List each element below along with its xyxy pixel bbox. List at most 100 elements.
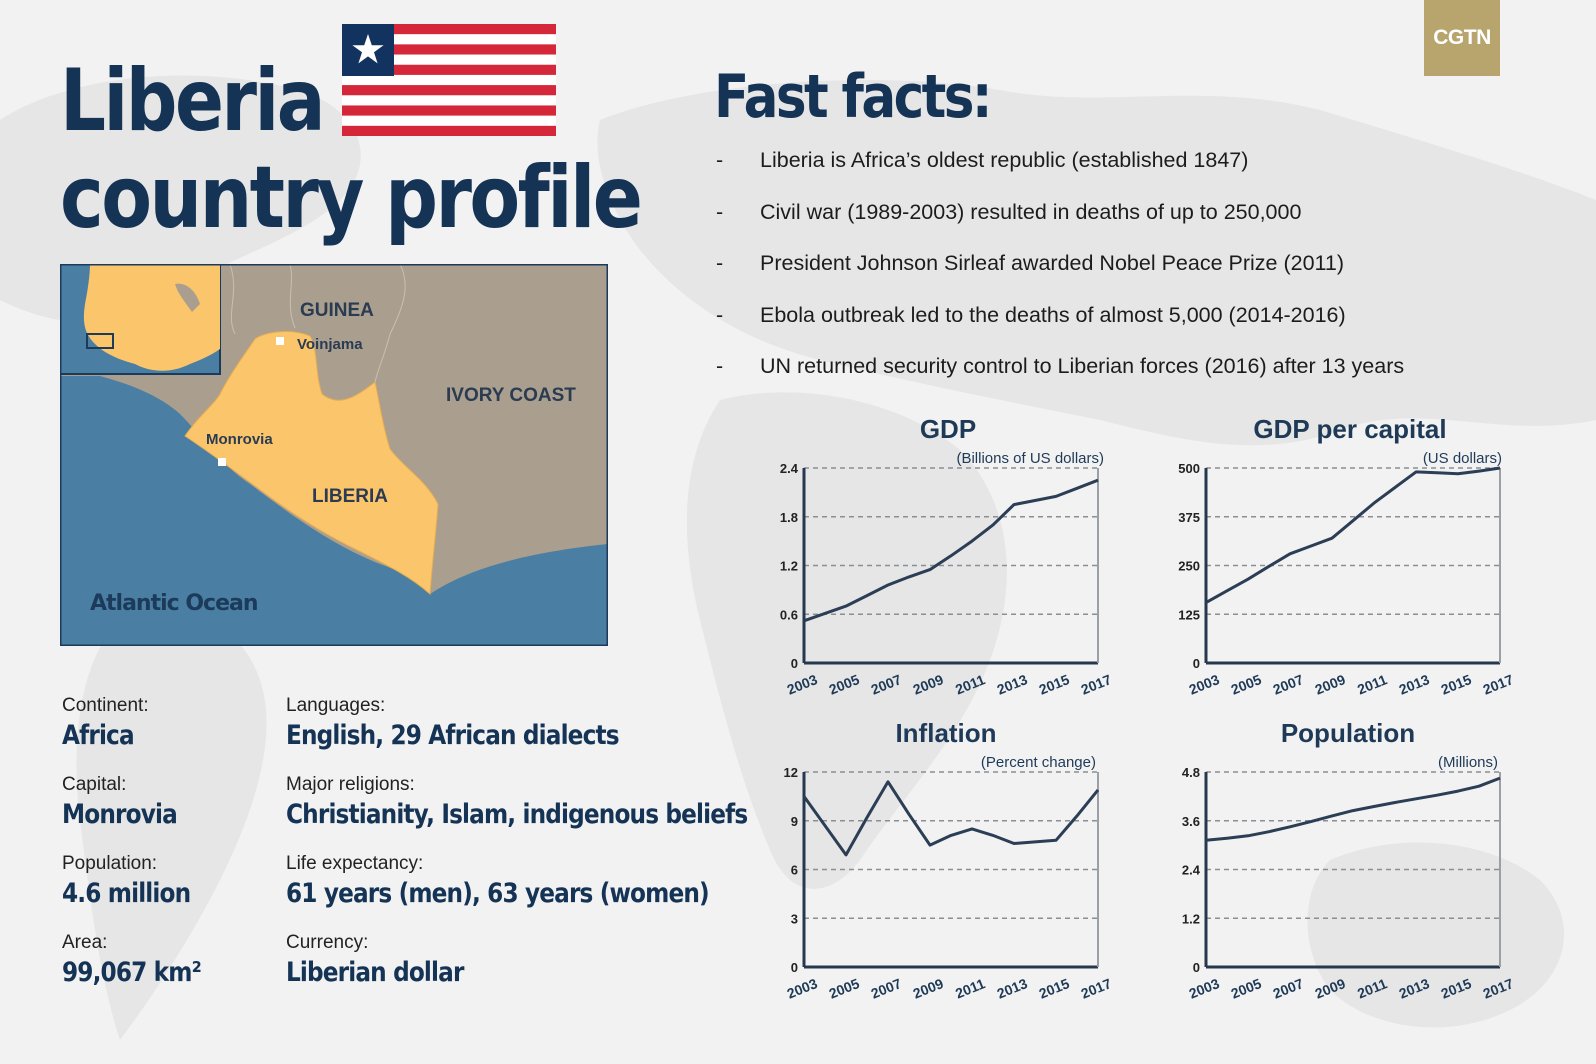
y-tick-label: 1.2 [1182, 911, 1200, 926]
list-item: - President Johnson Sirleaf awarded Nobel… [716, 251, 1404, 303]
x-tick-label: 2015 [1037, 671, 1072, 698]
gdp-chart: GDP (Billions of US dollars) 0 0.6 1.2 1.8 2… [770, 414, 1130, 714]
x-tick-label: 2005 [827, 975, 862, 1002]
chart-unit: (Billions of US dollars) [956, 450, 1104, 467]
x-tick-label: 2015 [1037, 975, 1072, 1002]
map-label-guinea: GUINEA [300, 300, 374, 321]
map-label-voinjama: Voinjama [297, 336, 363, 353]
religions-label: Major religions: [286, 774, 415, 795]
fast-facts-title: Fast facts: [714, 62, 992, 132]
y-tick-label: 1.8 [780, 510, 798, 525]
x-tick-label: 2011 [953, 975, 987, 1001]
cgtn-logo: CGTN [1424, 0, 1500, 76]
x-tick-label: 2017 [1481, 975, 1516, 1002]
y-tick-label: 0.6 [780, 607, 798, 622]
gdp-per-capita-plot: 0 125 250 375 500 2003 2005 2007 2009 2011 2013 201… [1178, 461, 1515, 698]
y-tick-label: 2.4 [1182, 863, 1201, 878]
x-tick-label: 2003 [1187, 671, 1222, 698]
continent-block: Continent: Africa [62, 695, 149, 751]
gdp-per-capita-chart: GDP per capital (US dollars) 0 125 250 375 5… [1172, 414, 1532, 714]
x-tick-label: 2005 [827, 671, 862, 698]
currency-label: Currency: [286, 932, 369, 953]
life-expectancy-value: 61 years (men), 63 years (women) [286, 878, 710, 909]
series-line [1205, 466, 1501, 604]
fast-facts-list: - Liberia is Africa’s oldest republic (es… [716, 148, 1404, 406]
fact-text: Liberia is Africa’s oldest republic (est… [760, 148, 1249, 172]
map-label-monrovia: Monrovia [206, 431, 273, 448]
chart-unit: (Millions) [1438, 754, 1498, 771]
series-line [803, 478, 1099, 623]
life-expectancy-label: Life expectancy: [286, 853, 424, 874]
x-tick-label: 2009 [911, 975, 946, 1002]
x-tick-label: 2009 [911, 671, 946, 698]
inflation-plot: 0 3 6 9 12 2003 2005 2007 2009 2011 2013 2015 2017 [784, 765, 1114, 1002]
flag-stripe [342, 74, 556, 86]
religions-value: Christianity, Islam, indigenous beliefs [286, 799, 748, 830]
x-tick-label: 2007 [1271, 671, 1306, 698]
population-chart: Population (Millions) 0 1.2 2.4 3.6 4.8 2003 2… [1172, 718, 1532, 1018]
flag-stripe [342, 115, 556, 127]
flag-stripe [342, 85, 556, 96]
map-label-ocean: Atlantic Ocean [90, 591, 258, 616]
currency-value: Liberian dollar [286, 957, 464, 988]
x-tick-label: 2011 [953, 671, 987, 697]
series-line [1205, 776, 1501, 842]
map-label-ivory-coast: IVORY COAST [446, 385, 576, 406]
x-tick-label: 2011 [1355, 975, 1389, 1001]
y-tick-label: 4.8 [1182, 765, 1200, 780]
flag-stripe [342, 95, 556, 106]
y-tick-label: 375 [1178, 510, 1200, 525]
chart-title: GDP per capital [1253, 414, 1447, 444]
fact-text: Civil war (1989-2003) resulted in deaths… [760, 199, 1302, 224]
x-tick-label: 2013 [995, 671, 1030, 698]
page-title-line2: country profile [60, 148, 643, 248]
population-label: Population: [62, 853, 158, 874]
x-tick-label: 2013 [1397, 671, 1432, 698]
y-tick-label: 6 [791, 863, 798, 878]
x-tick-label: 2007 [1271, 975, 1306, 1002]
capital-value: Monrovia [62, 799, 178, 830]
x-tick-label: 2005 [1229, 671, 1264, 698]
liberia-location-map: GUINEA Voinjama IVORY COAST Monrovia LIB… [60, 264, 608, 646]
chart-unit: (US dollars) [1422, 450, 1502, 467]
flag-stripe [342, 125, 556, 136]
y-tick-label: 0 [791, 960, 798, 975]
area-value: 99,067 km² [62, 957, 202, 988]
x-tick-label: 2005 [1229, 975, 1264, 1002]
currency-block: Currency: Liberian dollar [286, 932, 492, 988]
inflation-chart: Inflation (Percent change) 0 3 6 9 12 2003 200… [770, 718, 1130, 1018]
flag-stripe [342, 24, 556, 35]
y-tick-label: 3 [791, 911, 798, 926]
x-tick-label: 2007 [869, 975, 904, 1002]
fact-text: Ebola outbreak led to the deaths of almo… [760, 302, 1346, 327]
list-item: - UN returned security control to Liberia… [716, 354, 1404, 406]
list-item: - Ebola outbreak led to the deaths of alm… [716, 303, 1404, 355]
x-tick-label: 2003 [785, 975, 820, 1002]
y-tick-label: 1.2 [780, 559, 798, 574]
chart-title: Population [1280, 718, 1416, 748]
y-tick-label: 9 [791, 814, 798, 829]
flag-stripe [342, 44, 556, 55]
languages-label: Languages: [286, 695, 386, 716]
area-label: Area: [62, 932, 108, 953]
x-tick-label: 2013 [1397, 975, 1432, 1002]
continent-value: Africa [62, 720, 135, 751]
x-tick-label: 2003 [785, 671, 820, 698]
population-block: Population: 4.6 million [62, 853, 211, 909]
population-value: 4.6 million [62, 878, 191, 909]
x-tick-label: 2007 [869, 671, 904, 698]
x-tick-label: 2011 [1355, 671, 1389, 697]
chart-unit: (Percent change) [980, 754, 1096, 771]
x-tick-label: 2003 [1187, 975, 1222, 1002]
flag-stripe [342, 34, 556, 45]
x-tick-label: 2017 [1079, 975, 1114, 1002]
religions-block: Major religions: Christianity, Islam, in… [286, 774, 822, 830]
continent-label: Continent: [62, 695, 149, 716]
life-expectancy-block: Life expectancy: 61 years (men), 63 year… [286, 853, 778, 909]
y-tick-label: 3.6 [1182, 814, 1200, 829]
languages-block: Languages: English, 29 African dialects [286, 695, 673, 751]
x-tick-label: 2017 [1079, 671, 1114, 698]
y-tick-label: 0 [1193, 960, 1200, 975]
fact-text: UN returned security control to Liberian… [760, 354, 1405, 378]
